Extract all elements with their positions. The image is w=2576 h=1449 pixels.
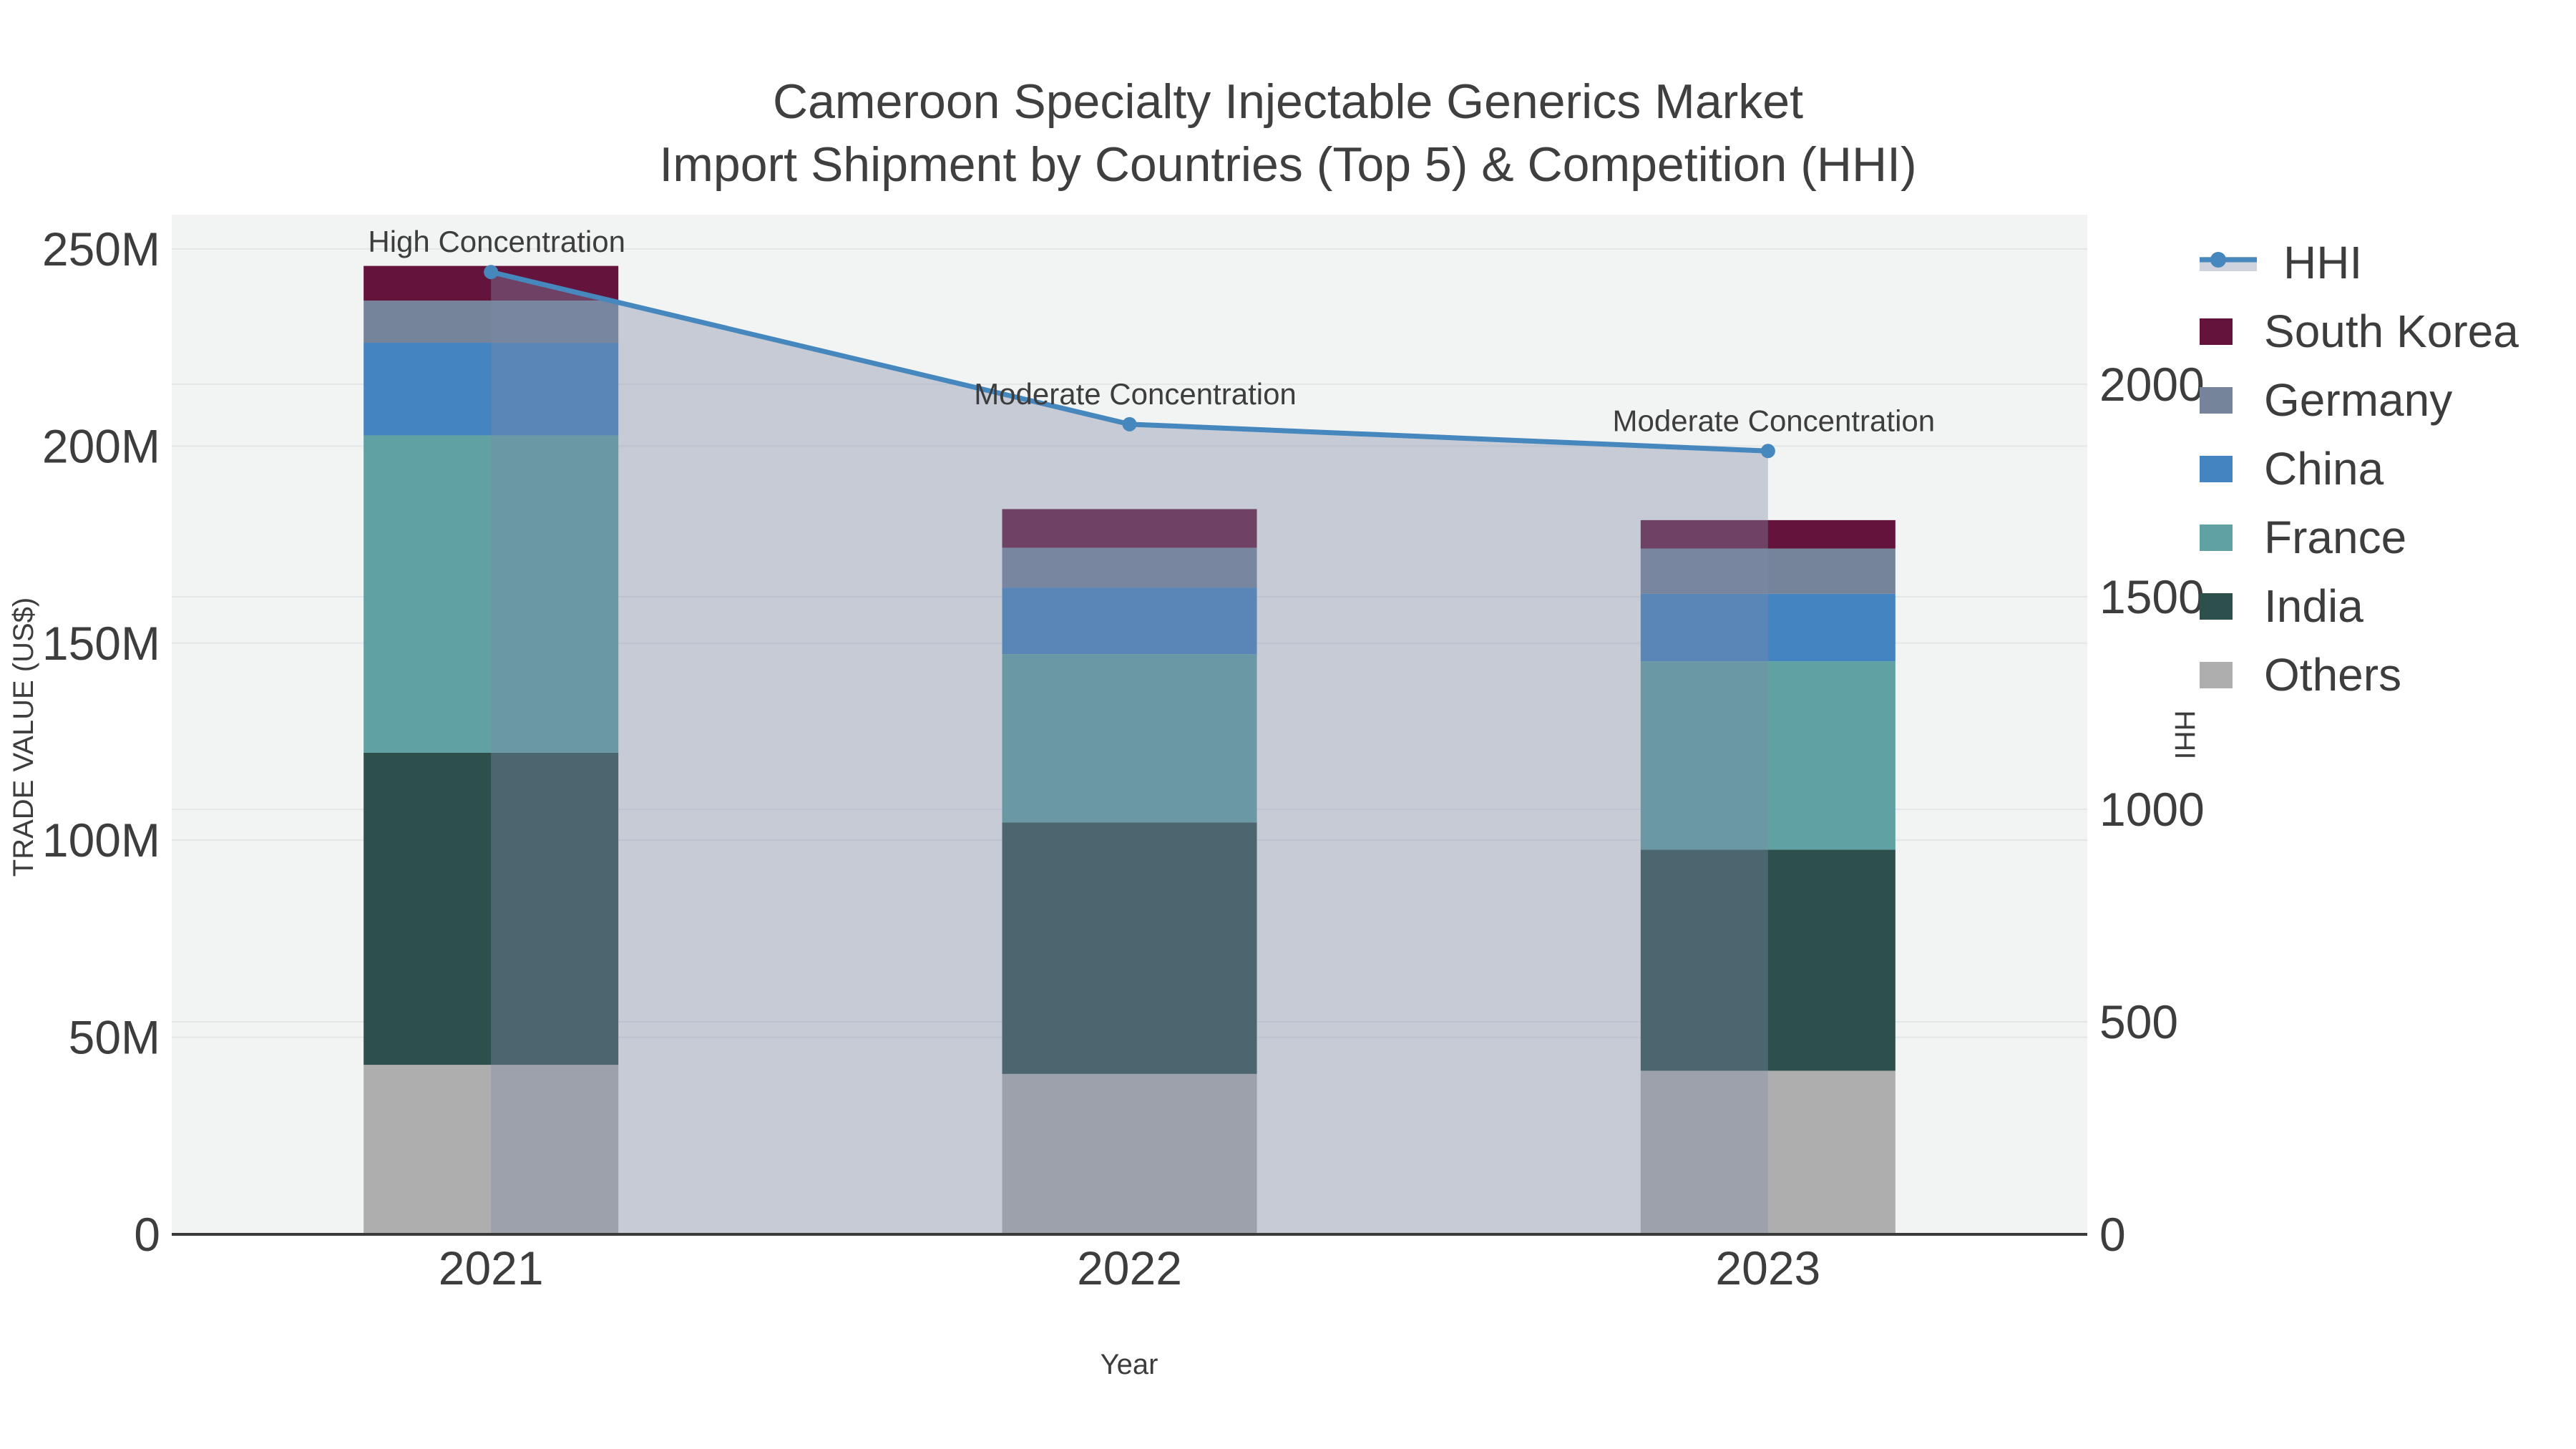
x-axis-title: Year xyxy=(1101,1349,1158,1380)
bar-segment-2023-others[interactable] xyxy=(1640,1070,1896,1234)
legend-item-label: Germany xyxy=(2264,374,2453,426)
legend-item-china[interactable]: China xyxy=(2200,434,2519,503)
chart-title: Cameroon Specialty Injectable Generics M… xyxy=(0,70,2576,196)
legend-item-label: France xyxy=(2264,512,2407,563)
x-tick-label: 2023 xyxy=(1715,1241,1820,1294)
bar-segment-2023-india[interactable] xyxy=(1640,849,1896,1071)
legend-item-hhi[interactable]: HHI xyxy=(2200,228,2519,297)
bar-segment-2021-germany[interactable] xyxy=(364,301,619,343)
legend-swatch-france-icon xyxy=(2200,524,2233,551)
y-right-tick-label: 1500 xyxy=(2099,570,2205,623)
bar-segment-2022-china[interactable] xyxy=(1002,587,1257,655)
bar-segment-2023-south-korea[interactable] xyxy=(1640,519,1896,549)
legend-item-label: South Korea xyxy=(2264,306,2519,357)
legend-swatch-south-korea-icon xyxy=(2200,318,2233,345)
chart-title-line2: Import Shipment by Countries (Top 5) & C… xyxy=(659,137,1917,192)
bar-segment-2022-india[interactable] xyxy=(1002,822,1257,1074)
legend-item-label: China xyxy=(2264,443,2384,494)
legend-swatch-others-icon xyxy=(2200,661,2233,688)
hhi-marker-2021[interactable] xyxy=(484,265,499,280)
bar-segment-2023-china[interactable] xyxy=(1640,593,1896,662)
bar-segment-2021-india[interactable] xyxy=(364,752,619,1065)
legend-swatch-india-icon xyxy=(2200,592,2233,620)
hhi-marker-2022[interactable] xyxy=(1122,416,1137,431)
hhi-area-fill xyxy=(491,272,1768,1234)
y-left-axis-title: TRADE VALUE (US$) xyxy=(8,597,39,877)
bar-segment-2022-france[interactable] xyxy=(1002,654,1257,823)
legend: HHI South Korea Germany China France India Oth… xyxy=(2200,228,2519,709)
bar-segment-2023-germany[interactable] xyxy=(1640,548,1896,594)
chart-title-line1: Cameroon Specialty Injectable Generics M… xyxy=(773,74,1803,129)
y-left-tick-label: 150M xyxy=(42,617,160,670)
y-right-tick-label: 0 xyxy=(2099,1208,2126,1261)
x-tick-label: 2022 xyxy=(1077,1241,1182,1294)
hhi-line-icon xyxy=(2200,252,2257,271)
y-right-axis-title: HHI xyxy=(2169,711,2200,760)
annotation-2021: High Concentration xyxy=(368,225,625,258)
y-left-tick-label: 0 xyxy=(134,1208,160,1261)
legend-item-india[interactable]: India xyxy=(2200,572,2519,640)
y-right-tick-label: 1000 xyxy=(2099,783,2205,836)
legend-item-france[interactable]: France xyxy=(2200,503,2519,572)
legend-item-south-korea[interactable]: South Korea xyxy=(2200,297,2519,366)
hhi-marker-2023[interactable] xyxy=(1760,444,1775,459)
bar-segment-2022-others[interactable] xyxy=(1002,1073,1257,1234)
x-tick-label: 2021 xyxy=(439,1241,544,1294)
y-left-tick-label: 250M xyxy=(42,223,160,275)
y-right-tick-label: 2000 xyxy=(2099,358,2205,411)
annotation-2023: Moderate Concentration xyxy=(1613,404,1936,437)
annotation-2022: Moderate Concentration xyxy=(974,377,1297,411)
legend-item-germany[interactable]: Germany xyxy=(2200,366,2519,434)
legend-item-others[interactable]: Others xyxy=(2200,640,2519,709)
legend-item-label: India xyxy=(2264,580,2363,632)
y-left-tick-label: 100M xyxy=(42,814,160,867)
bar-segment-2021-others[interactable] xyxy=(364,1065,619,1234)
legend-item-label: HHI xyxy=(2283,237,2363,288)
bar-segment-2021-china[interactable] xyxy=(364,343,619,436)
legend-swatch-china-icon xyxy=(2200,455,2233,482)
bar-segment-2022-south-korea[interactable] xyxy=(1002,509,1257,548)
legend-swatch-germany-icon xyxy=(2200,386,2233,414)
y-left-tick-label: 50M xyxy=(69,1011,160,1064)
bar-segment-2021-france[interactable] xyxy=(364,435,619,753)
y-right-tick-label: 500 xyxy=(2099,995,2178,1048)
bar-segment-2022-germany[interactable] xyxy=(1002,547,1257,588)
legend-item-label: Others xyxy=(2264,649,2402,701)
y-left-tick-label: 200M xyxy=(42,419,160,472)
bar-segment-2023-france[interactable] xyxy=(1640,661,1896,850)
